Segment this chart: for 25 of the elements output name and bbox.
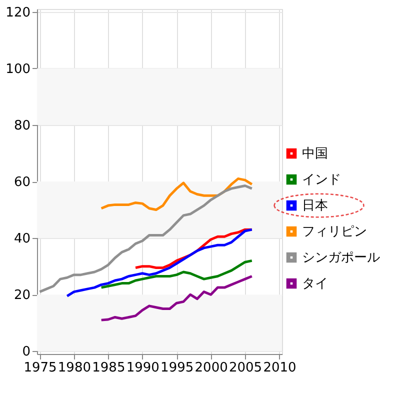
line-series [100, 259, 254, 289]
y-tick-label: 0 [22, 344, 30, 360]
x-tick-label: 2000 [194, 360, 228, 376]
y-tick-label: 80 [14, 118, 30, 134]
legend-label: タイ [302, 276, 328, 292]
y-tick-label: 120 [6, 5, 30, 20]
x-tick-label: 1990 [126, 360, 160, 376]
y-tick-label: 40 [14, 232, 30, 247]
legend-label: 日本 [302, 198, 328, 214]
line-series [66, 228, 254, 298]
x-tick-label: 1975 [24, 360, 57, 376]
y-tick-label: 20 [14, 288, 30, 304]
line-series [100, 274, 254, 322]
legend-label: インド [302, 172, 341, 188]
line-series [100, 177, 254, 212]
y-tick-label: 100 [6, 62, 30, 77]
legend-label: シンガポール [302, 250, 380, 266]
legend-label: 中国 [302, 146, 328, 162]
y-tick-label: 60 [14, 175, 30, 190]
x-tick-label: 2010 [263, 360, 296, 376]
x-tick-label: 1980 [58, 360, 91, 376]
x-tick-label: 1985 [92, 360, 126, 376]
x-tick-label: 2005 [229, 360, 262, 376]
x-tick-label: 1995 [160, 360, 194, 376]
legend-label: フィリピン [302, 224, 367, 240]
